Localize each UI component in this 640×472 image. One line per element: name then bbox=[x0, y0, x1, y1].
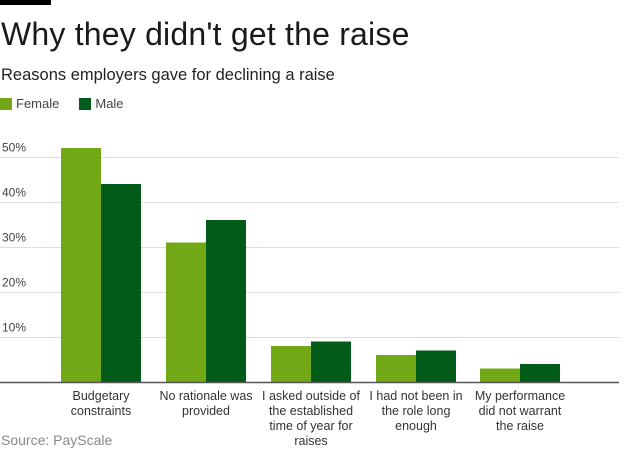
bar-chart: 10% 20% 30% 40% 50% Budgetary constraints No ra… bbox=[0, 141, 619, 448]
x-category-label-line: the role long bbox=[382, 404, 451, 418]
chart-subtitle: Reasons employers gave for declining a r… bbox=[1, 66, 335, 84]
x-category-label-line: I asked outside of bbox=[262, 389, 361, 403]
bar-female bbox=[271, 346, 311, 382]
x-category-label: My performance did not warrant the raise bbox=[475, 389, 565, 433]
y-tick-label: 30% bbox=[2, 231, 26, 245]
x-category-label-line: Budgetary bbox=[73, 389, 131, 403]
y-tick-label: 20% bbox=[2, 276, 26, 290]
x-category-label-line: provided bbox=[182, 404, 230, 418]
y-tick-label: 40% bbox=[2, 186, 26, 200]
x-category-label: Budgetary constraints bbox=[71, 389, 131, 418]
bar-male bbox=[206, 220, 246, 382]
x-category-label-line: time of year for bbox=[269, 419, 352, 433]
x-category-label-line: constraints bbox=[71, 404, 131, 418]
legend-label-male: Male bbox=[95, 96, 124, 111]
legend-swatch-male bbox=[79, 97, 92, 110]
chart-title: Why they didn't get the raise bbox=[1, 16, 410, 52]
source-note: Source: PayScale bbox=[1, 432, 113, 448]
bar-male bbox=[101, 184, 141, 382]
y-tick-label: 50% bbox=[2, 141, 26, 155]
legend-item-male: Male bbox=[79, 96, 124, 111]
bar-male bbox=[311, 341, 351, 382]
legend-label-female: Female bbox=[16, 96, 60, 111]
bar-female bbox=[166, 242, 206, 382]
x-category-label: I asked outside of the established time of… bbox=[262, 389, 361, 448]
bar-male bbox=[416, 350, 456, 382]
x-category-label-line: enough bbox=[395, 419, 437, 433]
x-category-label-line: raises bbox=[294, 434, 327, 448]
legend: Female Male bbox=[0, 96, 144, 111]
legend-item-female: Female bbox=[0, 96, 59, 111]
bar-male bbox=[520, 364, 560, 382]
x-category-label-line: did not warrant bbox=[479, 404, 562, 418]
y-tick-label: 10% bbox=[2, 321, 26, 335]
x-category-label-line: the established bbox=[269, 404, 353, 418]
bar-female bbox=[376, 355, 416, 382]
bar-female bbox=[61, 148, 101, 382]
header-accent-bar bbox=[0, 0, 51, 5]
x-category-label-line: I had not been in bbox=[369, 389, 462, 403]
bar-female bbox=[480, 368, 520, 382]
legend-swatch-female bbox=[0, 97, 12, 110]
x-category-label: I had not been in the role long enough bbox=[369, 389, 462, 433]
x-category-label-line: My performance bbox=[475, 389, 565, 403]
x-category-label-line: No rationale was bbox=[159, 389, 252, 403]
x-category-label-line: the raise bbox=[496, 419, 544, 433]
x-category-label: No rationale was provided bbox=[159, 389, 252, 418]
